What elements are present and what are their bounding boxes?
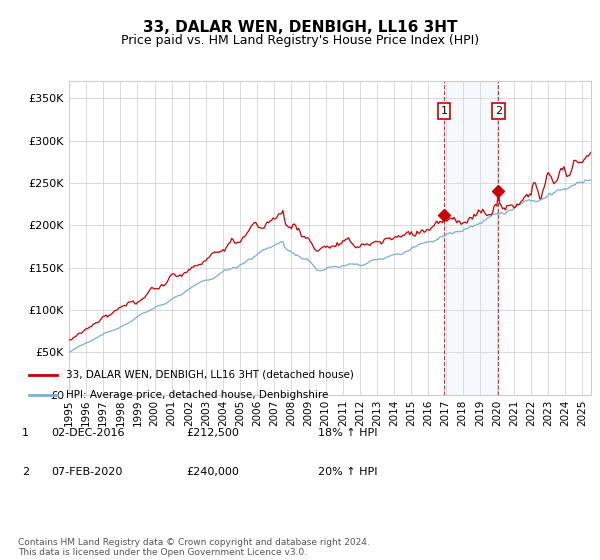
Text: 2: 2 [495, 106, 502, 116]
Text: HPI: Average price, detached house, Denbighshire: HPI: Average price, detached house, Denb… [66, 390, 328, 400]
Text: 33, DALAR WEN, DENBIGH, LL16 3HT: 33, DALAR WEN, DENBIGH, LL16 3HT [143, 20, 457, 35]
Text: 07-FEB-2020: 07-FEB-2020 [51, 467, 122, 477]
Text: 02-DEC-2016: 02-DEC-2016 [51, 428, 125, 438]
Text: 20% ↑ HPI: 20% ↑ HPI [318, 467, 377, 477]
Text: £240,000: £240,000 [186, 467, 239, 477]
Text: 18% ↑ HPI: 18% ↑ HPI [318, 428, 377, 438]
Text: Price paid vs. HM Land Registry's House Price Index (HPI): Price paid vs. HM Land Registry's House … [121, 34, 479, 46]
Text: Contains HM Land Registry data © Crown copyright and database right 2024.
This d: Contains HM Land Registry data © Crown c… [18, 538, 370, 557]
Text: £212,500: £212,500 [186, 428, 239, 438]
Bar [444, 81, 498, 395]
Text: 2: 2 [22, 467, 29, 477]
Text: 33, DALAR WEN, DENBIGH, LL16 3HT (detached house): 33, DALAR WEN, DENBIGH, LL16 3HT (detach… [66, 370, 354, 380]
Text: 1: 1 [22, 428, 29, 437]
Text: 1: 1 [440, 106, 448, 116]
